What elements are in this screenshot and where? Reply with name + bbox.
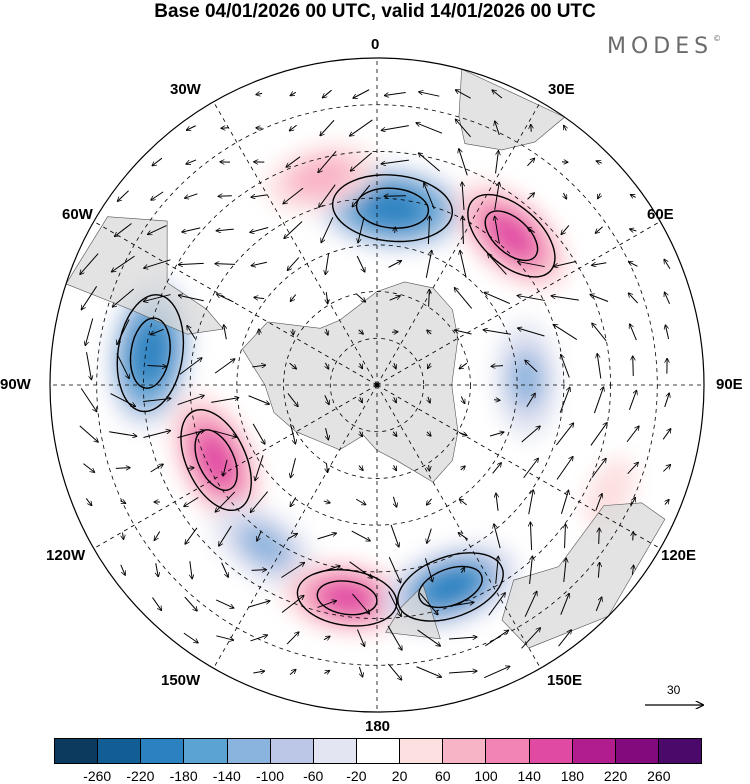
colorbar-label-0: -260 (83, 768, 111, 784)
wind-vector-70 (215, 264, 235, 265)
wind-vector-225 (633, 532, 634, 541)
lon-label-60w: 60W (62, 206, 93, 223)
lon-label-60e: 60E (647, 206, 674, 223)
colorbar-labels: -260 -220 -180 -140 -100 -60 -20 20 60 100 140 180 2… (54, 768, 702, 783)
colorbar-swatch-6 (314, 739, 357, 763)
wind-vector-18 (531, 124, 532, 131)
colorbar-label-9: 100 (474, 768, 497, 784)
colorbar-swatch-0 (55, 739, 98, 763)
colorbar-label-2: -180 (170, 768, 198, 784)
colorbar-label-1: -220 (126, 768, 154, 784)
colorbar (54, 738, 702, 764)
reference-vector-label: 30 (667, 683, 680, 697)
colorbar-label-4: -100 (256, 768, 284, 784)
colorbar-label-5: -60 (303, 768, 323, 784)
colorbar-label-3: -140 (213, 768, 241, 784)
lon-label-120e: 120E (661, 547, 696, 564)
colorbar-swatch-9 (443, 739, 486, 763)
wind-vector-230 (252, 570, 267, 571)
colorbar-swatch-7 (357, 739, 400, 763)
colorbar-label-12: 220 (604, 768, 627, 784)
lon-label-90w: 90W (0, 376, 31, 393)
wind-vector-150 (494, 400, 500, 401)
colorbar-label-8: 60 (435, 768, 451, 784)
lon-label-150w: 150W (161, 672, 200, 689)
colorbar-swatch-4 (228, 739, 271, 763)
lon-label-120w: 120W (46, 547, 85, 564)
polar-stereographic-map (0, 0, 750, 735)
colorbar-swatch-2 (141, 739, 184, 763)
colorbar-label-6: -20 (346, 768, 366, 784)
colorbar-swatch-11 (530, 739, 573, 763)
colorbar-label-13: 260 (647, 768, 670, 784)
wind-vector-136 (633, 356, 634, 376)
colorbar-swatch-10 (486, 739, 529, 763)
wind-vector-177 (188, 468, 194, 469)
colorbar-swatch-5 (271, 739, 314, 763)
lon-label-180: 180 (365, 718, 390, 735)
wind-vector-224 (599, 528, 600, 544)
colorbar-swatch-14 (659, 739, 701, 763)
lon-label-90e: 90E (716, 376, 743, 393)
wind-vector-10 (256, 128, 262, 129)
colorbar-swatch-1 (98, 739, 141, 763)
wind-vector-37 (218, 196, 232, 197)
wind-vector-58 (395, 227, 396, 233)
lon-label-150e: 150E (547, 672, 582, 689)
colorbar-label-11: 180 (561, 768, 584, 784)
colorbar-label-7: 20 (392, 768, 408, 784)
colorbar-swatch-13 (616, 739, 659, 763)
south-pole-marker (375, 383, 380, 388)
colorbar-swatch-3 (184, 739, 227, 763)
wind-vector-9 (221, 128, 229, 129)
colorbar-swatch-8 (400, 739, 443, 763)
colorbar-label-10: 140 (518, 768, 541, 784)
lon-label-30w: 30W (170, 81, 201, 98)
lon-label-0: 0 (371, 36, 379, 53)
wind-vector-132 (491, 366, 503, 367)
lon-label-30e: 30E (548, 81, 575, 98)
colorbar-swatch-12 (573, 739, 616, 763)
wind-vector-108 (293, 329, 294, 335)
